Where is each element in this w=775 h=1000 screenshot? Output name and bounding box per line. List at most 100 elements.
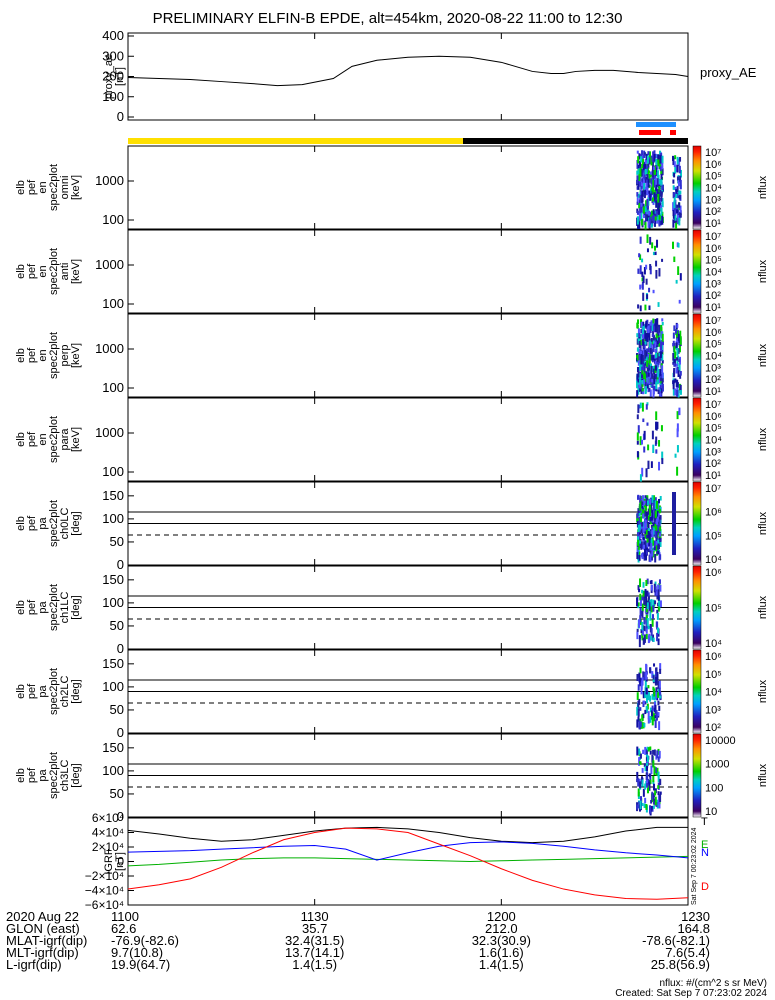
spec-pixel [636, 432, 639, 441]
spec-pixel [650, 509, 653, 513]
spec-en-3-ylabel-1: pef [26, 347, 38, 363]
spec-pixel [658, 508, 661, 514]
spec-pa-6-ylabel-3: spec2plot [48, 584, 60, 631]
spec-pixel [676, 176, 679, 181]
spec-pixel [676, 323, 679, 328]
colorbar-2-tick-6: 10¹ [705, 302, 721, 314]
spec-en-4-ylabel-0: elb [15, 432, 27, 447]
spec-pixel [638, 619, 641, 628]
spec-pixel [656, 799, 659, 809]
spec-pixel [674, 155, 677, 160]
spec-pixel [641, 178, 644, 182]
footer-value: 1.4(1.5) [478, 957, 524, 972]
spec-pixel [672, 209, 675, 217]
spec-pixel [647, 151, 650, 156]
spec-pixel [658, 324, 661, 333]
spec-pixel [638, 635, 641, 640]
spec-pa-6-ylabel-5: [deg] [70, 595, 82, 619]
spec-pixel [637, 319, 640, 325]
spec-pixel [657, 174, 660, 183]
spec-pixel [643, 500, 646, 506]
spec-pixel [654, 251, 657, 256]
spec-pixel [650, 584, 653, 589]
spec-pixel [658, 544, 661, 550]
igrf-ylabel-0: IGRF [103, 848, 115, 875]
spec-pixel [647, 368, 650, 376]
spec-pixel [652, 775, 655, 783]
spec-pixel [648, 370, 651, 378]
spec-pa-7-yticklabel-2: 50 [110, 702, 124, 717]
footer-row: MLT-igrf(dip) 9.7(10.8) 13.7(14.1) 1.6(1.6)… [6, 946, 766, 959]
spec-pixel [645, 628, 648, 634]
spec-pixel [642, 164, 645, 171]
spec-pixel [677, 348, 680, 354]
spec-pixel [674, 388, 677, 396]
spec-pixel [637, 369, 640, 378]
spec-pixel [676, 338, 679, 343]
colorbar-8-tick-0: 10000 [705, 735, 736, 747]
colorbar-4-label: nflux [757, 427, 769, 451]
spec-pixel [658, 750, 661, 759]
spec-pixel [654, 374, 657, 380]
spec-pixel [654, 349, 657, 353]
spec-pixel [651, 619, 654, 627]
spec-pixel [645, 705, 648, 711]
spec-pixel [641, 603, 644, 612]
spec-pixel [652, 540, 655, 546]
spec-pixel [657, 589, 660, 596]
spec-pixel [648, 506, 651, 512]
spec-pixel [658, 333, 661, 342]
spec-pixel [647, 444, 650, 451]
spec-pixel [655, 177, 658, 185]
spec-pixel [656, 335, 659, 343]
spec-pixel [639, 436, 642, 446]
footer-row: L-igrf(dip) 19.9(64.7) 1.4(1.5) 1.4(1.5) 25.… [6, 958, 766, 971]
spec-pixel [641, 387, 644, 392]
spec-en-4-frame [127, 397, 689, 482]
colorbar-7-tick-2: 10⁴ [705, 687, 722, 699]
spec-pixel [679, 370, 682, 376]
spec-pixel [645, 179, 648, 183]
spec-en-1-ylabel-3: spec2plot [48, 164, 60, 211]
spec-pixel [649, 389, 652, 397]
spec-pixel [659, 525, 662, 532]
bar-black [463, 138, 688, 144]
spec-pixel [645, 634, 648, 640]
spec-pa-6-ylabel-4: ch1LC [59, 592, 71, 624]
spec-pixel [645, 550, 648, 555]
spec-pixel [645, 371, 648, 381]
spectrogram-1-pixels [636, 150, 664, 231]
spec-pixel [639, 718, 642, 722]
spec-pixel [649, 529, 652, 536]
spec-en-1-ylabel-4: omni [59, 176, 71, 200]
spec-pixel [660, 191, 663, 195]
spec-pixel [644, 361, 647, 366]
spec-pixel [657, 512, 660, 519]
spec-pixel [642, 788, 645, 797]
spec-pixel [658, 803, 661, 809]
spec-pixel [651, 186, 654, 192]
spec-pixel [658, 533, 661, 537]
colorbar-1-tick-5: 10² [705, 206, 721, 218]
spec-pixel [646, 155, 649, 164]
spec-pixel [643, 267, 646, 275]
spec-pixel [648, 156, 651, 161]
spec-pixel [648, 356, 651, 365]
spectrogram-8-pixels [636, 746, 662, 816]
footer-value: 1.6(1.6) [478, 945, 524, 960]
spec-pixel [647, 460, 650, 469]
spec-pixel [673, 208, 676, 215]
spec-pixel [648, 781, 651, 786]
spec-pixel [646, 367, 649, 372]
spec-pixel [657, 794, 660, 799]
footer-value: 19.9(64.7) [111, 957, 171, 972]
spec-pixel [642, 671, 645, 681]
spec-pixel [675, 204, 678, 209]
colorbar-1-tick-1: 10⁶ [705, 159, 722, 171]
spec-pixel [636, 216, 639, 225]
spec-pixel [658, 596, 661, 606]
spec-pixel [678, 299, 681, 304]
spec-pixel [659, 189, 662, 197]
spec-pixel [636, 201, 639, 205]
spec-pixel [657, 627, 660, 635]
